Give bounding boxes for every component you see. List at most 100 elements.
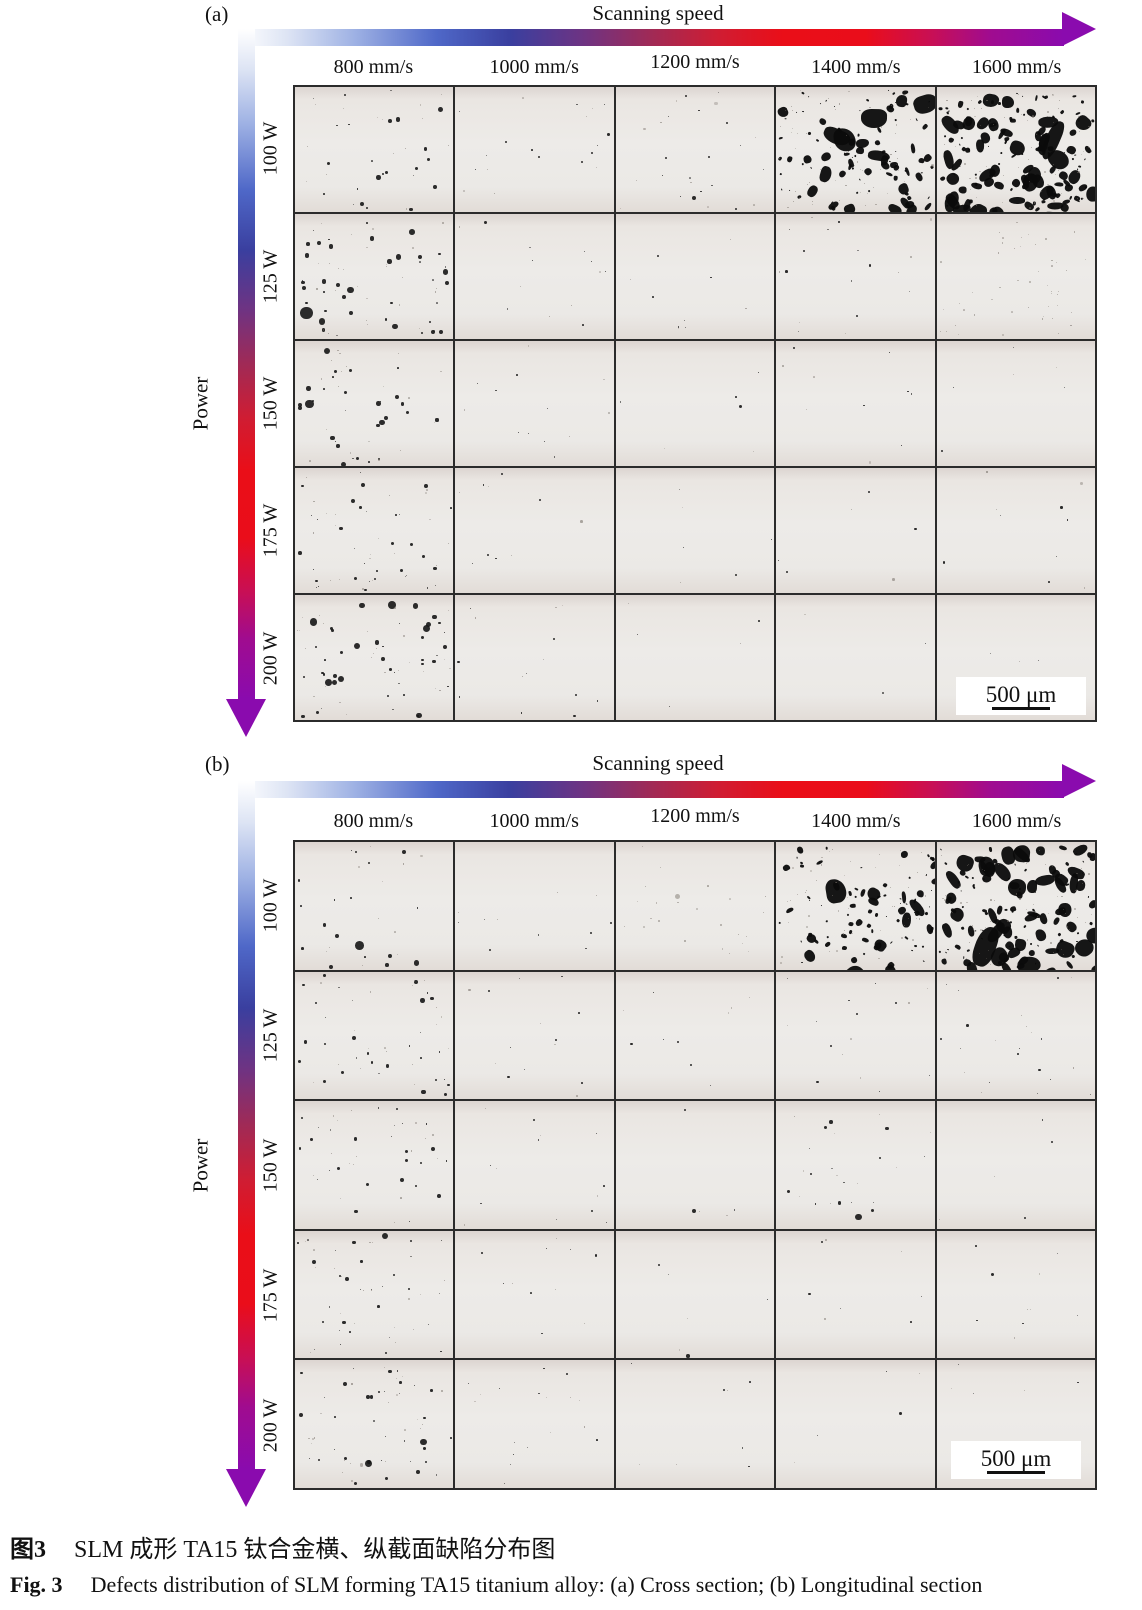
defect-dot xyxy=(556,891,559,894)
defect-dot xyxy=(899,1411,902,1415)
defect-dot xyxy=(434,688,436,690)
micrograph-a-150-W-1200-mm-s xyxy=(615,341,775,466)
defect-dot xyxy=(359,602,365,609)
defect-dot xyxy=(857,250,859,252)
defect-dot xyxy=(914,171,925,183)
defect-dot xyxy=(597,700,599,702)
defect-dot xyxy=(779,126,781,128)
defect-dot xyxy=(399,1381,402,1384)
defect-dot xyxy=(406,575,408,577)
defect-dot xyxy=(1076,872,1079,875)
defect-dot xyxy=(675,1463,677,1465)
defect-dot xyxy=(1037,1092,1039,1094)
defect-dot xyxy=(419,1056,422,1059)
defect-dot xyxy=(834,109,836,110)
defect-dot xyxy=(1056,305,1058,307)
defect-dot xyxy=(340,1198,341,1199)
defect-dot xyxy=(963,1072,965,1074)
defect-dot xyxy=(763,168,765,170)
defect-dot xyxy=(879,930,881,931)
defect-dot xyxy=(890,153,892,155)
defect-dot xyxy=(480,1202,482,1205)
defect-dot xyxy=(792,347,795,349)
defect-dot xyxy=(925,642,927,644)
defect-dot xyxy=(343,1459,345,1461)
defect-dot xyxy=(412,1064,414,1066)
defect-dot xyxy=(1034,206,1041,212)
defect-dot xyxy=(422,1447,426,1451)
defect-dot xyxy=(423,147,428,151)
defect-dot xyxy=(942,897,944,899)
row-label-150-W: 150 W xyxy=(259,1138,282,1192)
defect-dot xyxy=(938,950,942,953)
defect-dot xyxy=(443,1093,447,1097)
defect-dot xyxy=(312,229,315,232)
defect-dot xyxy=(979,170,982,173)
defect-dot xyxy=(748,997,750,999)
defect-dot xyxy=(975,204,977,206)
defect-dot xyxy=(667,1273,669,1275)
defect-dot xyxy=(537,934,539,936)
defect-dot xyxy=(974,115,976,118)
defect-dot xyxy=(940,261,942,263)
defect-dot xyxy=(398,304,401,306)
defect-dot xyxy=(317,241,322,245)
micrograph-b-200-W-1000-mm-s xyxy=(455,1360,614,1488)
defect-dot xyxy=(385,1436,387,1438)
defect-dot xyxy=(811,216,813,219)
defect-dot xyxy=(334,933,340,939)
defect-dot xyxy=(878,853,880,855)
defect-dot xyxy=(1025,863,1028,865)
defect-dot xyxy=(729,898,731,900)
defect-dot xyxy=(336,1166,340,1170)
defect-dot xyxy=(966,107,970,110)
defect-dot xyxy=(967,949,971,952)
defect-dot xyxy=(986,471,988,473)
defect-dot xyxy=(682,546,684,548)
defect-dot xyxy=(1012,374,1014,375)
defect-dot xyxy=(527,1447,529,1449)
defect-dot xyxy=(403,1440,405,1442)
defect-dot xyxy=(576,1094,578,1097)
defect-dot xyxy=(916,918,918,920)
defect-dot xyxy=(915,118,918,122)
defect-dot xyxy=(1040,964,1058,970)
defect-dot xyxy=(806,133,808,135)
defect-dot xyxy=(630,1042,633,1046)
defect-dot xyxy=(806,926,809,929)
column-header-1600-mm-s: 1600 mm/s xyxy=(971,810,1062,832)
defect-dot xyxy=(388,119,392,124)
defect-dot xyxy=(872,187,874,189)
defect-dot xyxy=(359,505,362,509)
defect-dot xyxy=(338,675,345,682)
defect-dot xyxy=(470,607,472,609)
defect-dot xyxy=(322,923,327,928)
defect-dot xyxy=(445,280,450,285)
defect-dot xyxy=(533,1119,536,1122)
defect-dot xyxy=(1047,912,1050,914)
defect-dot xyxy=(329,965,334,970)
defect-dot xyxy=(403,635,405,637)
defect-dot xyxy=(320,707,323,710)
defect-dot xyxy=(583,1426,586,1429)
defect-dot xyxy=(990,899,992,901)
defect-dot xyxy=(350,896,352,899)
defect-dot xyxy=(678,327,679,329)
defect-dot xyxy=(555,1218,557,1220)
defect-dot xyxy=(366,246,368,248)
defect-dot xyxy=(1027,119,1028,121)
defect-dot xyxy=(619,401,621,403)
defect-dot xyxy=(991,298,993,301)
defect-dot xyxy=(608,412,610,414)
defect-dot xyxy=(354,851,357,854)
micrograph-a-125-W-1000-mm-s xyxy=(455,214,614,339)
defect-dot xyxy=(658,920,660,923)
defect-dot xyxy=(596,1439,598,1441)
defect-dot xyxy=(394,1341,396,1343)
defect-dot xyxy=(333,1448,335,1450)
defect-dot xyxy=(834,881,837,884)
micrograph-a-100-W-800-mm-s xyxy=(295,87,454,212)
defect-dot xyxy=(314,1348,316,1350)
defect-dot xyxy=(794,1116,796,1118)
defect-dot xyxy=(959,143,961,146)
